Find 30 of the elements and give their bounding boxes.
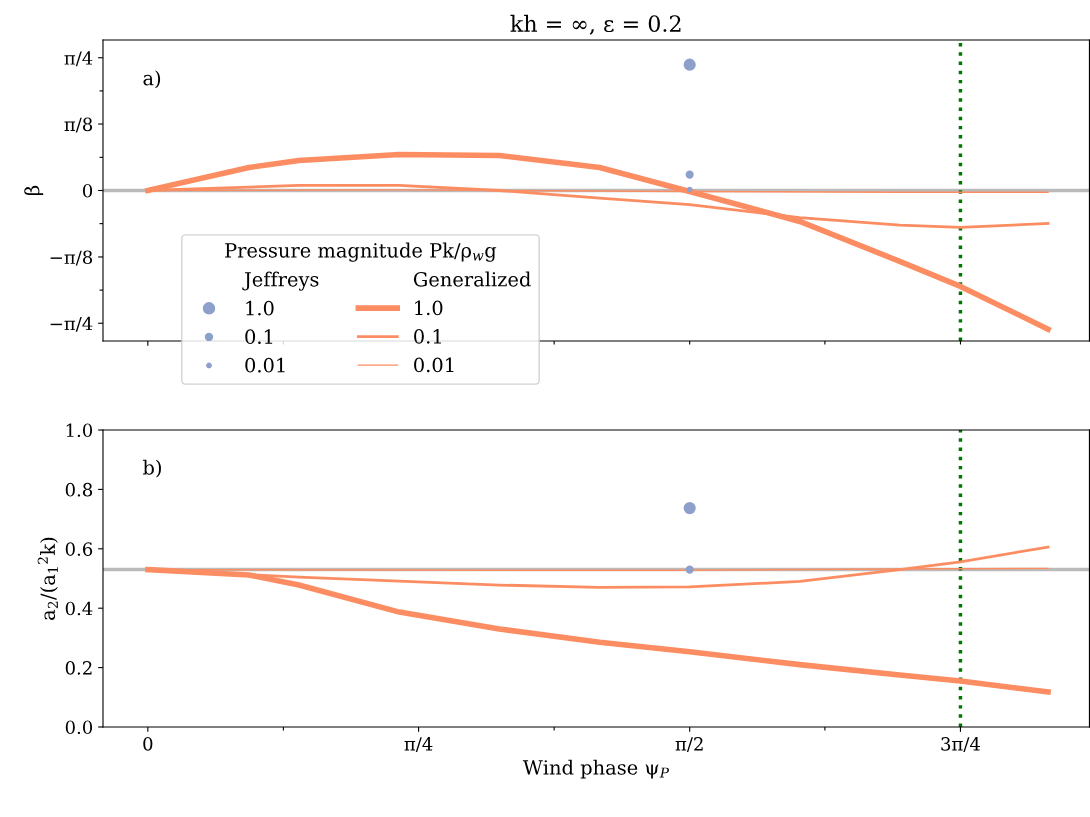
y-tick-label: 0	[82, 183, 93, 198]
y-tick-label: 0.2	[65, 661, 92, 675]
y-tick-label: −π/8	[50, 250, 93, 266]
y-axis-title: a$_{2}$/(a$_{1}$$^{2}$k)	[37, 537, 58, 620]
y-tick-label: π/8	[64, 117, 93, 133]
x-tick-label: 3π/4	[941, 737, 981, 753]
x-tick-label: 0	[143, 737, 153, 751]
legend-label: 0.1	[245, 329, 273, 344]
chart-title: kh = ∞, ε = 0.2	[510, 14, 681, 35]
legend-label: 0.1	[414, 329, 441, 344]
legend-title: Pressure magnitude Pk/ρ$_{w}$g	[225, 242, 497, 262]
y-tick-label: 0.4	[65, 601, 93, 616]
legend-label: 1.0	[246, 300, 274, 316]
y-tick-label: 0.6	[65, 542, 93, 556]
y-tick-label: π/4	[64, 51, 93, 67]
annotation: Jeffreys	[242, 271, 319, 291]
y-tick-label: 0.8	[65, 482, 93, 497]
legend-label: 1.0	[415, 300, 443, 316]
y-tick-label: 1.0	[66, 423, 93, 438]
annotation: a)	[143, 70, 161, 89]
y-axis-title: β	[24, 185, 44, 195]
x-tick-label: π/2	[675, 737, 703, 753]
x-axis-title: Wind phase ψ$_{P}$	[522, 759, 669, 779]
y-tick-label: 0.0	[65, 720, 93, 735]
legend-label: 0.01	[414, 357, 454, 373]
y-tick-label: −π/4	[50, 316, 93, 332]
legend-label: 0.01	[245, 357, 285, 373]
x-tick-label: π/4	[404, 737, 433, 753]
annotation: b)	[143, 459, 161, 478]
annotation: Generalized	[413, 271, 531, 287]
